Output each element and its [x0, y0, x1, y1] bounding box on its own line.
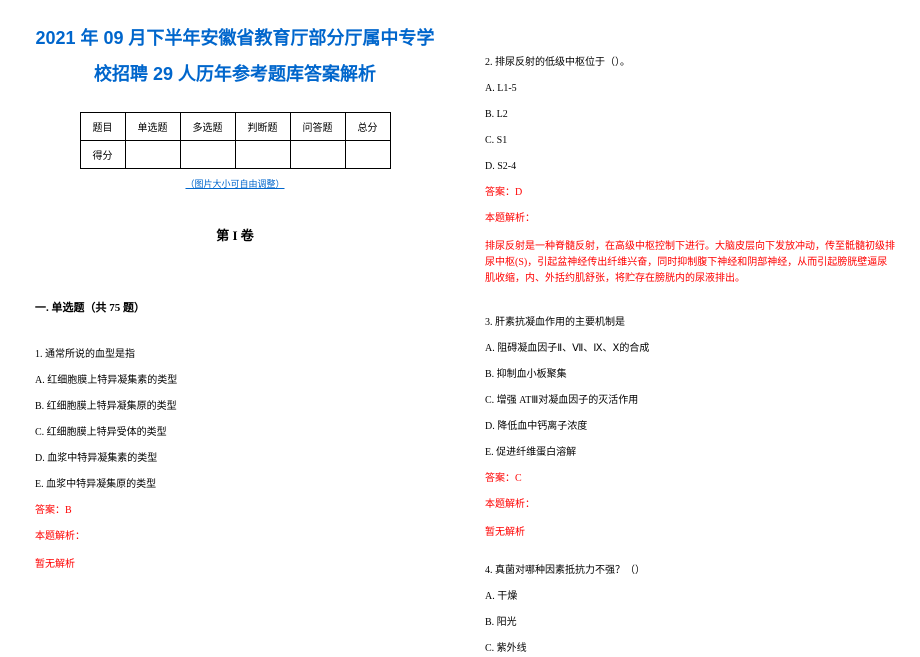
question-text: 3. 肝素抗凝血作用的主要机制是 — [485, 315, 895, 331]
question-block-1: 1. 通常所说的血型是指 A. 红细胞膜上特异凝集素的类型 B. 红细胞膜上特异… — [35, 347, 435, 573]
section-title: 一. 单选题（共 75 题） — [35, 299, 435, 315]
option-a: A. 干燥 — [485, 589, 895, 605]
option-a: A. 红细胞膜上特异凝集素的类型 — [35, 373, 435, 389]
option-d: D. 降低血中钙离子浓度 — [485, 419, 895, 435]
analysis-content: 排尿反射是一种脊髓反射，在高级中枢控制下进行。大脑皮层向下发放冲动，传至骶髓初级… — [485, 239, 895, 287]
option-e: E. 促进纤维蛋白溶解 — [485, 445, 895, 461]
document-title: 2021 年 09 月下半年安徽省教育厅部分厅属中专学校招聘 29 人历年参考题… — [35, 20, 435, 92]
question-num: 1. — [35, 349, 43, 360]
score-cell — [125, 141, 180, 169]
question-block-3: 3. 肝素抗凝血作用的主要机制是 A. 阻碍凝血因子Ⅱ、Ⅶ、Ⅸ、Ⅹ的合成 B. … — [485, 315, 895, 541]
question-text: 1. 通常所说的血型是指 — [35, 347, 435, 363]
option-b: B. 抑制血小板聚集 — [485, 367, 895, 383]
option-c: C. 增强 ATⅢ对凝血因子的灭活作用 — [485, 393, 895, 409]
analysis-label: 本题解析： — [35, 529, 435, 545]
adjust-link[interactable]: （图片大小可自由调整） — [35, 177, 435, 190]
option-e: E. 血浆中特异凝集原的类型 — [35, 477, 435, 493]
option-b: B. L2 — [485, 107, 895, 123]
question-num: 4. — [485, 565, 493, 576]
table-score-row: 得分 — [80, 141, 390, 169]
question-content: 真菌对哪种因素抵抗力不强？（） — [495, 565, 645, 576]
score-cell — [345, 141, 390, 169]
option-c: C. 紫外线 — [485, 641, 895, 657]
question-block-2: 2. 排尿反射的低级中枢位于（）。 A. L1-5 B. L2 C. S1 D.… — [485, 55, 895, 287]
option-a: A. L1-5 — [485, 81, 895, 97]
left-column: 2021 年 09 月下半年安徽省教育厅部分厅属中专学校招聘 29 人历年参考题… — [0, 0, 460, 651]
analysis-label: 本题解析： — [485, 497, 895, 513]
volume-title: 第 I 卷 — [35, 225, 435, 244]
header-cell: 题目 — [80, 113, 125, 141]
analysis-label: 本题解析： — [485, 211, 895, 227]
question-content: 肝素抗凝血作用的主要机制是 — [495, 317, 625, 328]
analysis-content: 暂无解析 — [35, 557, 435, 573]
answer-text: 答案：C — [485, 471, 895, 487]
answer-text: 答案：D — [485, 185, 895, 201]
question-content: 排尿反射的低级中枢位于（）。 — [495, 57, 630, 68]
answer-text: 答案：B — [35, 503, 435, 519]
question-num: 3. — [485, 317, 493, 328]
option-c: C. 红细胞膜上特异受体的类型 — [35, 425, 435, 441]
option-b: B. 阳光 — [485, 615, 895, 631]
header-cell: 多选题 — [180, 113, 235, 141]
option-c: C. S1 — [485, 133, 895, 149]
page-container: 2021 年 09 月下半年安徽省教育厅部分厅属中专学校招聘 29 人历年参考题… — [0, 0, 920, 651]
option-d: D. S2-4 — [485, 159, 895, 175]
option-d: D. 血浆中特异凝集素的类型 — [35, 451, 435, 467]
header-cell: 单选题 — [125, 113, 180, 141]
header-cell: 问答题 — [290, 113, 345, 141]
question-content: 通常所说的血型是指 — [45, 349, 135, 360]
score-cell — [290, 141, 345, 169]
question-text: 2. 排尿反射的低级中枢位于（）。 — [485, 55, 895, 71]
score-cell — [180, 141, 235, 169]
header-cell: 总分 — [345, 113, 390, 141]
score-table: 题目 单选题 多选题 判断题 问答题 总分 得分 — [80, 112, 391, 169]
header-cell: 判断题 — [235, 113, 290, 141]
score-cell — [235, 141, 290, 169]
score-label-cell: 得分 — [80, 141, 125, 169]
question-num: 2. — [485, 57, 493, 68]
question-text: 4. 真菌对哪种因素抵抗力不强？（） — [485, 563, 895, 579]
option-b: B. 红细胞膜上特异凝集原的类型 — [35, 399, 435, 415]
analysis-content: 暂无解析 — [485, 525, 895, 541]
option-a: A. 阻碍凝血因子Ⅱ、Ⅶ、Ⅸ、Ⅹ的合成 — [485, 341, 895, 357]
question-block-4: 4. 真菌对哪种因素抵抗力不强？（） A. 干燥 B. 阳光 C. 紫外线 — [485, 563, 895, 657]
right-column: 2. 排尿反射的低级中枢位于（）。 A. L1-5 B. L2 C. S1 D.… — [460, 0, 920, 651]
table-header-row: 题目 单选题 多选题 判断题 问答题 总分 — [80, 113, 390, 141]
